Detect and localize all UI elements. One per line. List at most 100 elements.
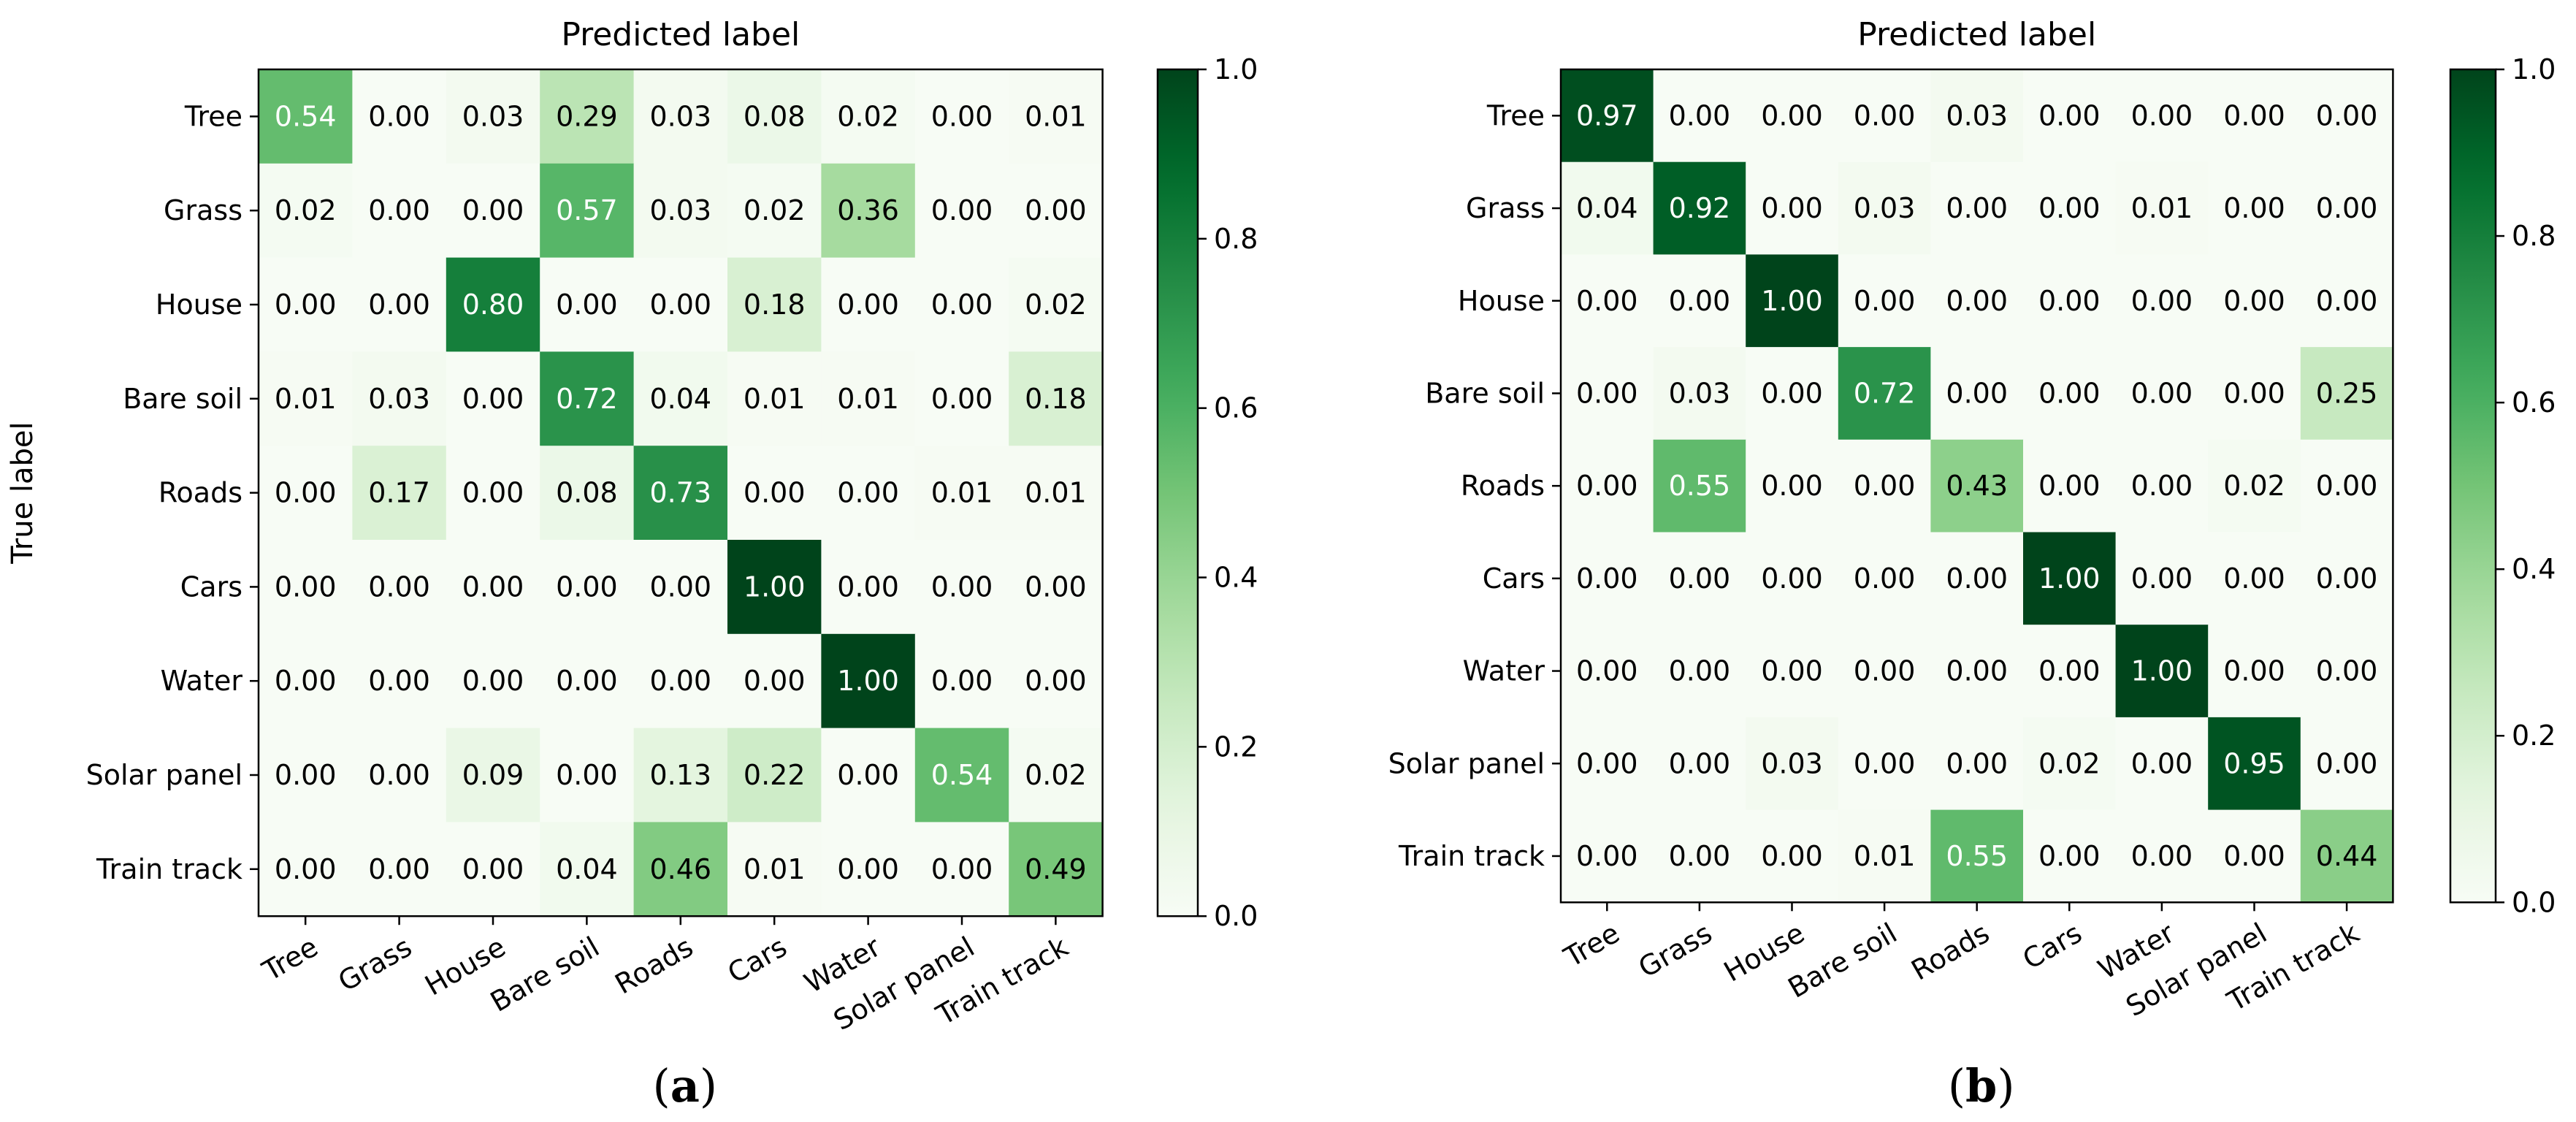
x-tick-label: Tree bbox=[256, 931, 323, 988]
cell-value-label: 0.80 bbox=[462, 289, 524, 321]
heatmap-cell bbox=[1561, 347, 1654, 440]
cell-value-label: 0.00 bbox=[837, 759, 899, 791]
y-tick-label: Roads bbox=[1461, 470, 1545, 502]
cell-value-label: 0.00 bbox=[368, 853, 430, 885]
cell-value-label: 0.01 bbox=[1025, 100, 1087, 132]
cell-value-label: 0.55 bbox=[1946, 840, 2008, 872]
heatmap-cell bbox=[2023, 439, 2117, 533]
heatmap-cell bbox=[352, 633, 447, 729]
heatmap-cell bbox=[2115, 532, 2209, 625]
cell-value-label: 0.00 bbox=[1761, 840, 1823, 872]
y-tick-label: Train track bbox=[1398, 840, 1545, 872]
heatmap-cell bbox=[2023, 69, 2117, 163]
cell-value-label: 0.00 bbox=[1946, 562, 2008, 595]
heatmap-cell bbox=[1838, 439, 1931, 533]
y-tick-label: Grass bbox=[164, 194, 242, 226]
heatmap-cell bbox=[1930, 69, 2024, 163]
heatmap-cell bbox=[821, 446, 916, 541]
x-tick-label: Roads bbox=[1906, 917, 1995, 987]
heatmap-cell bbox=[352, 822, 447, 917]
heatmap-cell bbox=[727, 257, 822, 352]
heatmap-cell bbox=[2208, 347, 2301, 440]
cell-value-label: 0.00 bbox=[1669, 285, 1731, 317]
cell-value-label: 1.00 bbox=[1761, 285, 1823, 317]
heatmap-cell bbox=[1653, 161, 1746, 255]
heatmap-cell bbox=[1653, 625, 1746, 718]
cell-value-label: 0.01 bbox=[1025, 477, 1087, 509]
heatmap-cell bbox=[259, 257, 353, 352]
cell-value-label: 0.54 bbox=[931, 759, 993, 791]
y-tick-label: Train track bbox=[96, 853, 242, 885]
cell-value-label: 0.18 bbox=[744, 289, 806, 321]
cell-value-label: 0.00 bbox=[1761, 470, 1823, 502]
heatmap-cell bbox=[2208, 439, 2301, 533]
cell-value-label: 0.00 bbox=[931, 853, 993, 885]
cell-value-label: 0.00 bbox=[1025, 570, 1087, 603]
cell-value-label: 0.00 bbox=[1576, 747, 1638, 779]
cell-value-label: 0.13 bbox=[649, 759, 711, 791]
cell-value-label: 0.00 bbox=[2316, 99, 2378, 131]
heatmap-cell bbox=[1009, 540, 1104, 635]
heatmap-cell bbox=[1653, 717, 1746, 811]
heatmap-cell bbox=[2208, 69, 2301, 163]
heatmap-cell bbox=[540, 446, 635, 541]
cell-value-label: 0.02 bbox=[275, 194, 337, 226]
heatmap-cell bbox=[727, 633, 822, 729]
colorbar-tick-label: 1.0 bbox=[2512, 53, 2556, 85]
cell-value-label: 0.46 bbox=[649, 853, 711, 885]
heatmap-cell bbox=[2300, 532, 2393, 625]
cell-value-label: 0.02 bbox=[2223, 470, 2285, 502]
colorbar-tick-label: 0.8 bbox=[1214, 223, 1258, 255]
heatmap-cell bbox=[1009, 69, 1104, 164]
cell-value-label: 0.00 bbox=[1854, 99, 1916, 131]
y-tick-label: Grass bbox=[1466, 192, 1545, 224]
heatmap-cell bbox=[446, 351, 540, 446]
heatmap-cell bbox=[727, 540, 822, 635]
heatmap-cell bbox=[2300, 161, 2393, 255]
cell-value-label: 1.00 bbox=[837, 665, 899, 697]
cell-value-label: 0.29 bbox=[556, 100, 618, 132]
heatmap-cell bbox=[914, 540, 1009, 635]
cell-value-label: 0.00 bbox=[649, 570, 711, 603]
cell-value-label: 0.00 bbox=[2038, 285, 2101, 317]
cell-value-label: 0.00 bbox=[837, 853, 899, 885]
heatmap-cell bbox=[633, 163, 728, 259]
heatmap-cell bbox=[821, 69, 916, 164]
colorbar-tick-label: 0.6 bbox=[1214, 392, 1258, 424]
heatmap-cell bbox=[1746, 809, 1839, 903]
cell-value-label: 0.00 bbox=[2131, 562, 2193, 595]
cell-value-label: 0.04 bbox=[649, 383, 711, 415]
cell-value-label: 0.00 bbox=[2223, 377, 2285, 409]
colorbar-tick-label: 0.4 bbox=[1214, 562, 1258, 594]
cell-value-label: 0.00 bbox=[931, 383, 993, 415]
cell-value-label: 0.00 bbox=[275, 477, 337, 509]
cell-value-label: 0.00 bbox=[1761, 377, 1823, 409]
heatmap-cell bbox=[259, 163, 353, 259]
heatmap-cell bbox=[2208, 532, 2301, 625]
cell-value-label: 0.02 bbox=[1025, 759, 1087, 791]
cell-value-label: 0.18 bbox=[1025, 383, 1087, 415]
heatmap-cell bbox=[352, 163, 447, 259]
heatmap-cell bbox=[2023, 717, 2117, 811]
heatmap-cell bbox=[1561, 439, 1654, 533]
heatmap-cell bbox=[1561, 532, 1654, 625]
heatmap-cell bbox=[446, 633, 540, 729]
y-tick-label: House bbox=[156, 289, 242, 321]
heatmap-cell bbox=[1746, 625, 1839, 718]
cell-value-label: 0.00 bbox=[1761, 655, 1823, 687]
heatmap-cell bbox=[2115, 161, 2209, 255]
heatmap-cell bbox=[1930, 717, 2024, 811]
cell-value-label: 0.00 bbox=[556, 759, 618, 791]
cell-value-label: 0.00 bbox=[2038, 192, 2101, 224]
heatmap-cell bbox=[540, 163, 635, 259]
heatmap-cell bbox=[540, 351, 635, 446]
x-tick-label: Tree bbox=[1558, 917, 1624, 974]
cell-value-label: 0.00 bbox=[1025, 194, 1087, 226]
heatmap-cell bbox=[2115, 439, 2209, 533]
cell-value-label: 0.57 bbox=[556, 194, 618, 226]
heatmap-cell bbox=[1561, 717, 1654, 811]
cell-value-label: 0.00 bbox=[556, 289, 618, 321]
heatmap-cell bbox=[1653, 347, 1746, 440]
colorbar-tick-label: 0.8 bbox=[2512, 220, 2556, 252]
heatmap-cell bbox=[540, 633, 635, 729]
